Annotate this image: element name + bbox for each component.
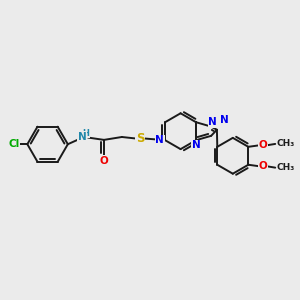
Text: O: O — [100, 156, 108, 166]
Text: CH₃: CH₃ — [277, 163, 295, 172]
Text: N: N — [192, 140, 200, 150]
Text: N: N — [220, 115, 229, 125]
Text: N: N — [78, 132, 87, 142]
Text: S: S — [136, 132, 144, 145]
Text: O: O — [258, 140, 267, 150]
Text: CH₃: CH₃ — [277, 140, 295, 148]
Text: H: H — [82, 129, 89, 138]
Text: N: N — [155, 135, 164, 145]
Text: N: N — [208, 117, 217, 127]
Text: O: O — [258, 161, 267, 171]
Text: Cl: Cl — [8, 139, 20, 149]
